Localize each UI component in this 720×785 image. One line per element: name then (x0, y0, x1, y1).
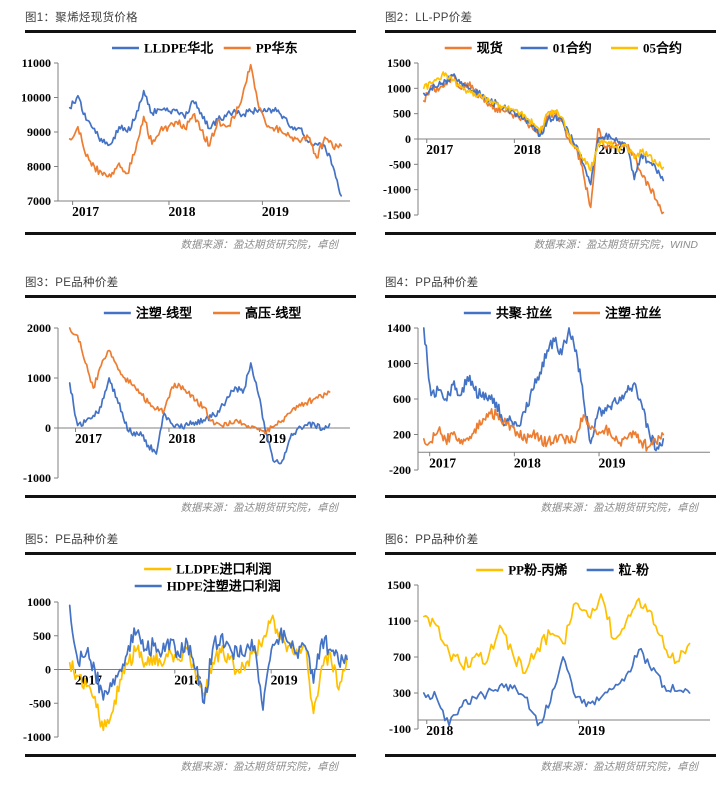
svg-text:PP粉-丙烯: PP粉-丙烯 (508, 563, 567, 578)
svg-text:-500: -500 (29, 696, 51, 710)
figure4-source: 数据来源：盈达期货研究院，卓创 (540, 502, 699, 514)
svg-text:2019: 2019 (599, 142, 626, 157)
svg-text:-1000: -1000 (23, 730, 51, 744)
figure-panel-5: 图5：PE品种价差 -1000 -500 0 500 1000 2017 2018 2019 L… (0, 522, 360, 785)
svg-text:0: 0 (405, 132, 411, 146)
svg-text:LLDPE华北: LLDPE华北 (144, 41, 213, 56)
figure3-chart: -1000 0 1000 2000 2017 2018 2019 注塑-线型 高压-线型 (23, 306, 350, 485)
svg-text:1400: 1400 (387, 321, 411, 335)
svg-text:2019: 2019 (271, 673, 298, 688)
svg-text:共聚-拉丝: 共聚-拉丝 (496, 306, 552, 321)
svg-text:-100: -100 (389, 722, 411, 736)
svg-text:2019: 2019 (259, 431, 286, 446)
figure1-source: 数据来源：盈达期货研究院，卓创 (180, 239, 339, 251)
figure-panel-3: 图3：PE品种价差 -1000 0 1000 2000 2017 2018 2019 注塑-线… (0, 265, 360, 522)
figure2-chart: -1500 -1000 -500 0 500 1000 1500 2017 2018 2019 现货… (383, 41, 710, 222)
svg-text:2018: 2018 (426, 723, 453, 738)
svg-text:2019: 2019 (599, 455, 626, 470)
figure5-title: 图5：PE品种价差 (25, 534, 119, 546)
svg-text:600: 600 (393, 392, 411, 406)
svg-text:2017: 2017 (429, 455, 456, 470)
figure-panel-6: 图6：PP品种价差 -100 300 700 1100 1500 2018 2019 PP粉-… (360, 522, 720, 785)
svg-text:1500: 1500 (387, 56, 411, 70)
svg-text:1000: 1000 (27, 595, 51, 609)
figure4-title-rule (385, 295, 716, 298)
figure-panel-4: 图4：PP品种价差 -200 200 600 1000 1400 2017 2018 2019… (360, 265, 720, 522)
svg-text:注塑-拉丝: 注塑-拉丝 (605, 306, 661, 321)
figure6-chart: -100 300 700 1100 1500 2018 2019 PP粉-丙烯 粒-粉 (387, 563, 710, 738)
svg-text:2017: 2017 (426, 142, 453, 157)
svg-text:高压-线型: 高压-线型 (245, 306, 301, 321)
svg-text:注塑-线型: 注塑-线型 (136, 306, 192, 321)
svg-text:1000: 1000 (27, 371, 51, 385)
figure-panel-2: 图2：LL-PP价差 -1500 -1000 -500 0 500 1000 1500 201… (360, 0, 720, 265)
figure3-title: 图3：PE品种价差 (25, 277, 119, 289)
svg-text:-1500: -1500 (383, 208, 411, 222)
figure6-bottom-rule (385, 754, 716, 757)
svg-text:2019: 2019 (578, 723, 605, 738)
svg-text:2017: 2017 (75, 431, 102, 446)
figure5-source: 数据来源：盈达期货研究院，卓创 (180, 761, 339, 773)
figure2-title-rule (385, 30, 716, 33)
figure-panel-1: 图1：聚烯烃现货价格 7000 8000 9000 10000 11000 2017 201… (0, 0, 360, 265)
svg-text:1000: 1000 (387, 81, 411, 95)
svg-text:0: 0 (45, 421, 51, 435)
svg-text:1000: 1000 (387, 357, 411, 371)
figure4-title: 图4：PP品种价差 (385, 277, 479, 289)
svg-text:01合约: 01合约 (553, 41, 592, 56)
svg-text:700: 700 (393, 650, 411, 664)
svg-text:7000: 7000 (27, 194, 51, 208)
svg-text:2018: 2018 (514, 142, 541, 157)
svg-text:2018: 2018 (168, 431, 195, 446)
svg-text:PP华东: PP华东 (256, 41, 298, 56)
svg-text:300: 300 (393, 686, 411, 700)
figure6-title: 图6：PP品种价差 (385, 534, 479, 546)
figure3-title-rule (25, 295, 356, 298)
svg-text:HDPE注塑进口利润: HDPE注塑进口利润 (167, 579, 281, 594)
figure1-title-rule (25, 30, 356, 33)
svg-text:500: 500 (393, 107, 411, 121)
svg-text:-1000: -1000 (383, 183, 411, 197)
svg-text:2018: 2018 (174, 673, 201, 688)
figure2-bottom-rule (385, 232, 716, 235)
svg-text:1500: 1500 (387, 578, 411, 592)
svg-text:11000: 11000 (22, 56, 51, 70)
figure1-chart: 7000 8000 9000 10000 11000 2017 2018 2019 LLDPE华… (21, 41, 350, 219)
figure1-bottom-rule (25, 232, 356, 235)
figure3-source: 数据来源：盈达期货研究院，卓创 (180, 502, 339, 514)
svg-text:0: 0 (45, 663, 51, 677)
figure1-title: 图1：聚烯烃现货价格 (25, 12, 138, 24)
svg-text:-200: -200 (389, 463, 411, 477)
figure4-bottom-rule (385, 495, 716, 498)
svg-text:200: 200 (393, 428, 411, 442)
svg-text:2018: 2018 (168, 204, 195, 219)
svg-text:05合约: 05合约 (643, 41, 682, 56)
figure6-title-rule (385, 552, 716, 555)
figure2-title: 图2：LL-PP价差 (385, 12, 473, 24)
svg-text:2017: 2017 (72, 204, 99, 219)
figure5-bottom-rule (25, 754, 356, 757)
svg-text:500: 500 (33, 629, 51, 643)
svg-text:8000: 8000 (27, 160, 51, 174)
figure2-source: 数据来源：盈达期货研究院，WIND (533, 239, 699, 251)
svg-text:现货: 现货 (477, 41, 503, 56)
svg-text:10000: 10000 (21, 91, 51, 105)
figure6-source: 数据来源：盈达期货研究院，卓创 (540, 761, 699, 773)
svg-text:2019: 2019 (262, 204, 289, 219)
svg-text:1100: 1100 (388, 614, 411, 628)
figure5-title-rule (25, 552, 356, 555)
svg-text:LLDPE进口利润: LLDPE进口利润 (176, 562, 271, 577)
svg-text:粒-粉: 粒-粉 (619, 563, 649, 578)
figure3-bottom-rule (25, 495, 356, 498)
svg-text:-500: -500 (389, 157, 411, 171)
svg-text:9000: 9000 (27, 125, 51, 139)
svg-text:2018: 2018 (514, 455, 541, 470)
figure4-chart: -200 200 600 1000 1400 2017 2018 2019 共聚-拉丝 注塑-拉丝 (387, 306, 710, 477)
svg-text:-1000: -1000 (23, 471, 51, 485)
svg-text:2000: 2000 (27, 321, 51, 335)
